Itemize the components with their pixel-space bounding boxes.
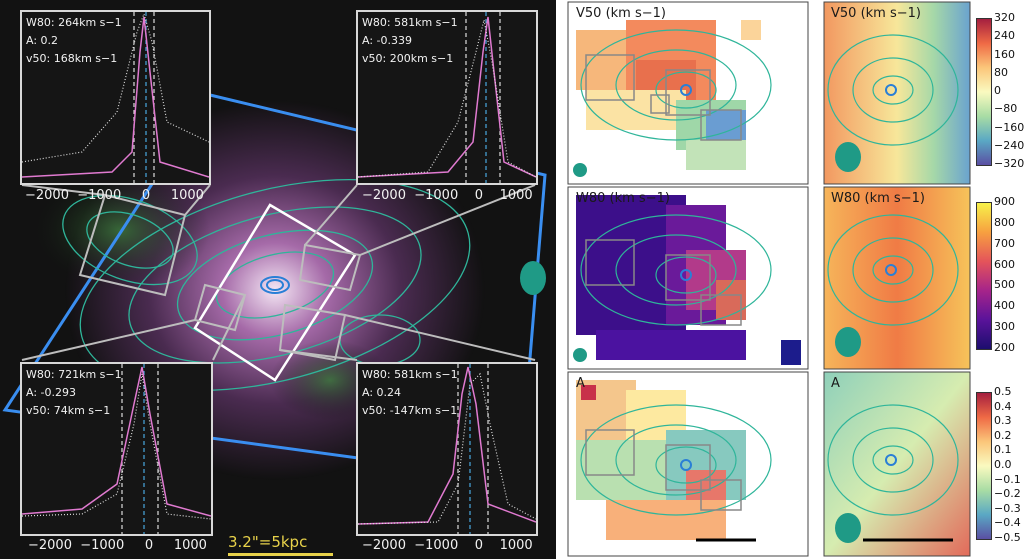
colorbar-tick: −0.4: [994, 516, 1021, 530]
xtick: −1000: [414, 538, 459, 553]
xtick: −1000: [77, 188, 122, 203]
map-title-asymmetry-right: A: [831, 376, 840, 391]
spectrum-inset-bottom-left: W80: 721km s−1 A: -0.293 v50: 74km s−1: [20, 362, 213, 536]
colorbar-tick: 0.3: [994, 414, 1012, 428]
v50-label: v50: 168km s−1: [26, 52, 118, 65]
map-title-asymmetry: A: [576, 376, 585, 391]
xtick-labels-bottom-right: −2000 −1000 0 1000: [362, 538, 533, 553]
colorbar-tick: 400: [994, 299, 1015, 313]
asymmetry-label: A: -0.339: [362, 34, 412, 47]
colorbar-tick: −240: [994, 138, 1024, 152]
xtick: −2000: [362, 188, 406, 203]
colorbar-v50: [976, 18, 992, 166]
colorbar-tick: 800: [994, 215, 1015, 229]
w80-label: W80: 721km s−1: [26, 368, 122, 381]
map-column-middle: V50 (km s−1) W80 (km s−1) A: [566, 0, 810, 559]
xtick: 0: [474, 188, 484, 203]
spectrum-inset-top-left: W80: 264km s−1 A: 0.2 v50: 168km s−1: [20, 10, 211, 185]
colorbar-tick: −80: [994, 102, 1018, 116]
asymmetry-label: A: 0.24: [362, 386, 402, 399]
colorbar-tick: 0: [994, 84, 1001, 97]
v50-label: v50: -147km s−1: [362, 404, 458, 417]
map-title-w80-right: W80 (km s−1): [831, 191, 925, 206]
asymmetry-label: A: -0.293: [26, 386, 76, 399]
w80-label: W80: 264km s−1: [26, 16, 122, 29]
colorbar-tick: −160: [994, 120, 1024, 134]
xtick: −2000: [28, 538, 72, 553]
w80-label: W80: 581km s−1: [362, 16, 458, 29]
colorbar-tick: 0.0: [994, 458, 1012, 471]
spectrum-inset-bottom-right: W80: 581km s−1 A: 0.24 v50: -147km s−1: [356, 362, 538, 536]
colorbar-tick: 500: [994, 278, 1015, 292]
colorbar-tick: 0.5: [994, 385, 1012, 398]
colorbar-tick: 240: [994, 29, 1015, 43]
map-title-v50-right: V50 (km s−1): [831, 6, 921, 21]
spectrum-plot: [21, 364, 212, 534]
kinematic-maps-middle: [567, 1, 809, 557]
colorbar-asymmetry: [976, 392, 992, 540]
xtick-labels-top-right: −2000 −1000 0 1000: [362, 188, 533, 203]
colorbar-w80: [976, 202, 992, 350]
map-column-right: V50 (km s−1) W80 (km s−1) A: [823, 0, 971, 559]
xtick: −2000: [25, 188, 69, 203]
scale-bar-label: 3.2"=5kpc: [228, 533, 308, 551]
colorbar-tick: 600: [994, 257, 1015, 271]
colorbar-tick: 0.2: [994, 428, 1012, 442]
spectrum-inset-top-right: W80: 581km s−1 A: -0.339 v50: 200km s−1: [356, 10, 538, 185]
colorbar-tick: −0.1: [994, 472, 1021, 486]
colorbar-tick: 300: [994, 320, 1015, 334]
colorbar-tick: 160: [994, 47, 1015, 61]
galaxy-image-panel: W80: 264km s−1 A: 0.2 v50: 168km s−1 −20…: [0, 0, 556, 559]
colorbar-tick: 700: [994, 236, 1015, 250]
map-title-w80: W80 (km s−1): [576, 191, 670, 206]
spectrum-plot: [21, 12, 210, 183]
xtick: 1000: [499, 538, 533, 553]
map-title-v50: V50 (km s−1): [576, 6, 666, 21]
colorbar-tick: −0.3: [994, 501, 1021, 515]
xtick: 0: [141, 188, 151, 203]
asymmetry-label: A: 0.2: [26, 34, 59, 47]
xtick: 0: [144, 538, 154, 553]
colorbar-tick: 0.4: [994, 399, 1012, 413]
colorbar-tick: −0.2: [994, 487, 1021, 501]
colorbar-tick: 320: [994, 11, 1015, 24]
w80-label: W80: 581km s−1: [362, 368, 458, 381]
spectrum-plot: [357, 364, 537, 534]
colorbar-tick: −0.5: [994, 531, 1021, 544]
colorbar-tick: 200: [994, 341, 1015, 354]
spectrum-plot: [357, 12, 537, 183]
xtick-labels-top-left: −2000 −1000 0 1000: [25, 188, 204, 203]
xtick: 1000: [499, 188, 533, 203]
xtick: 0: [474, 538, 484, 553]
colorbar-tick: −320: [994, 157, 1024, 170]
scale-bar: [228, 553, 333, 556]
xtick: 1000: [170, 188, 204, 203]
v50-label: v50: 74km s−1: [26, 404, 111, 417]
colorbar-tick: 900: [994, 195, 1015, 208]
kinematic-maps-right: [823, 1, 971, 557]
xtick: 1000: [173, 538, 207, 553]
v50-label: v50: 200km s−1: [362, 52, 454, 65]
xtick: −2000: [362, 538, 406, 553]
colorbar-tick: 0.1: [994, 443, 1012, 457]
colorbar-tick: 80: [994, 65, 1008, 79]
xtick: −1000: [414, 188, 459, 203]
xtick-labels-bottom-left: −2000 −1000 0 1000: [28, 538, 207, 553]
xtick: −1000: [80, 538, 125, 553]
